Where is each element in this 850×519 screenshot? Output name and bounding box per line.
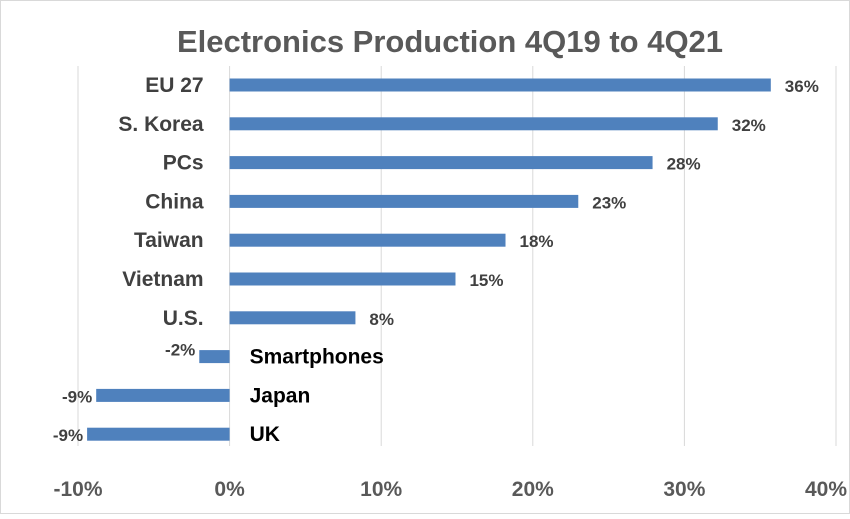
data-label: -9% (62, 387, 92, 406)
bar (229, 311, 356, 325)
data-label: 18% (520, 232, 554, 251)
x-tick-label: 30% (663, 478, 705, 501)
x-tick-label: 0% (214, 478, 245, 501)
bar (229, 194, 579, 208)
bar (229, 117, 718, 131)
bars (87, 78, 771, 441)
x-tick-label: -10% (53, 478, 102, 501)
x-axis-tick-labels: -10% 0% 10% 20% 30% 40% (53, 478, 847, 501)
category-label: S. Korea (118, 113, 204, 136)
data-label: 36% (785, 77, 819, 96)
category-label: PCs (163, 152, 204, 175)
data-label: 8% (369, 310, 394, 329)
bar (96, 388, 230, 402)
bar (229, 78, 771, 92)
bar (229, 156, 653, 170)
data-label: 15% (469, 271, 503, 290)
bar (229, 233, 506, 247)
x-tick-label: 40% (805, 478, 847, 501)
category-label: China (145, 190, 204, 213)
chart-title: Electronics Production 4Q19 to 4Q21 (177, 24, 723, 59)
bar (87, 427, 230, 441)
category-label: Vietnam (122, 268, 203, 291)
data-labels: 36% 32% 28% 23% 18% 15% 8% -2% -9% -9% (53, 77, 819, 445)
category-labels: EU 27 S. Korea PCs China Taiwan Vietnam U.S. Sm… (118, 74, 383, 446)
data-label: 28% (667, 155, 701, 174)
bar (199, 350, 230, 364)
category-label: Smartphones (250, 346, 384, 369)
x-tick-label: 20% (512, 478, 554, 501)
bar (229, 272, 456, 286)
x-tick-label: 10% (360, 478, 402, 501)
category-label: Taiwan (134, 229, 204, 252)
category-label: EU 27 (145, 74, 203, 97)
data-label: -2% (165, 341, 195, 360)
data-label: 23% (592, 193, 626, 212)
data-label: 32% (732, 116, 766, 135)
category-label: U.S. (163, 307, 204, 330)
category-label: Japan (250, 384, 311, 407)
category-label: UK (250, 423, 280, 446)
data-label: -9% (53, 426, 83, 445)
